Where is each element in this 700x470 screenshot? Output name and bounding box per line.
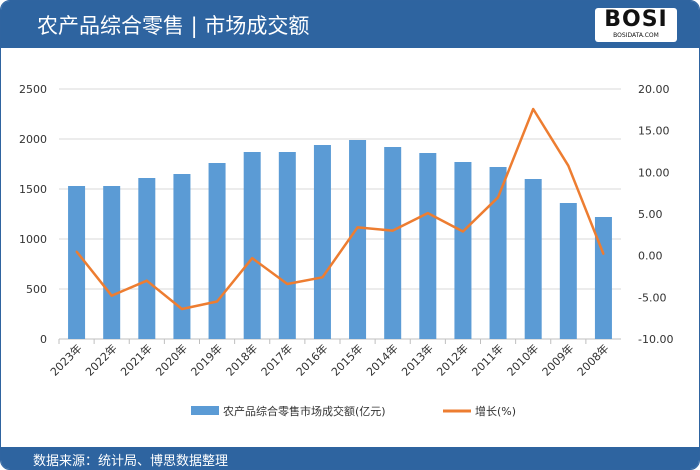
growth-point <box>426 212 429 215</box>
growth-point <box>497 196 500 199</box>
bosi-logo: BOSI BOSIDATA.COM <box>595 8 677 42</box>
chart-title: 农产品综合零售 | 市场成交额 <box>37 14 310 38</box>
bar <box>524 179 542 339</box>
y-left-tick-label: 0 <box>40 333 47 346</box>
legend-label-bar: 农产品综合零售市场成交额(亿元) <box>223 404 386 418</box>
x-tick-label: 2020年 <box>153 341 190 378</box>
x-tick-label: 2015年 <box>328 341 365 378</box>
y-left-tick-label: 1500 <box>19 183 47 196</box>
x-tick-label: 2008年 <box>574 341 611 378</box>
x-tick-label: 2016年 <box>293 341 330 378</box>
x-tick-label: 2018年 <box>223 341 260 378</box>
y-right-tick-label: -10.00 <box>638 333 673 346</box>
data-source: 数据来源：统计局、博思数据整理 <box>33 454 229 469</box>
x-tick-label: 2022年 <box>82 341 119 378</box>
growth-line <box>75 107 605 311</box>
logo-subtext: BOSIDATA.COM <box>613 32 659 39</box>
bar <box>559 203 577 339</box>
x-tick-label: 2011年 <box>469 341 506 378</box>
x-tick-label: 2021年 <box>117 341 154 378</box>
bar <box>384 147 402 339</box>
x-tick-label: 2010年 <box>504 341 541 378</box>
x-tick-label: 2023年 <box>47 341 84 378</box>
bar <box>138 178 156 339</box>
growth-point <box>602 253 605 255</box>
y-right-tick-label: 15.00 <box>638 125 670 138</box>
bar <box>349 140 367 339</box>
growth-point <box>391 229 394 232</box>
x-tick-label: 2009年 <box>539 341 576 378</box>
x-tick-label: 2014年 <box>363 341 400 378</box>
growth-point <box>567 164 570 167</box>
footer-bar: 数据来源：统计局、博思数据整理 <box>1 447 699 469</box>
growth-point <box>180 308 183 310</box>
growth-point <box>110 294 113 297</box>
bar <box>419 153 437 339</box>
y-left-tick-label: 500 <box>26 283 47 296</box>
x-tick-label: 2019年 <box>188 341 225 378</box>
growth-point <box>532 108 535 110</box>
growth-point <box>286 283 289 285</box>
header-bar: 农产品综合零售 | 市场成交额 BOSI BOSIDATA.COM <box>1 1 699 48</box>
y-right-tick-label: 5.00 <box>638 208 663 221</box>
y-left-tick-label: 2500 <box>19 83 47 96</box>
y-left-tick-label: 2000 <box>19 133 47 146</box>
bar <box>489 167 507 339</box>
bar <box>278 152 296 339</box>
growth-point <box>321 276 324 279</box>
bar <box>68 186 86 339</box>
legend-label-line: 增长(%) <box>475 404 516 418</box>
growth-point <box>356 226 359 229</box>
growth-point <box>75 250 78 253</box>
y-right-tick-label: 0.00 <box>638 250 663 263</box>
bar <box>313 145 331 339</box>
logo-text: BOSI <box>604 7 668 32</box>
bar <box>173 174 191 339</box>
x-tick-label: 2013年 <box>398 341 435 378</box>
y-right-tick-label: 10.00 <box>638 166 670 179</box>
x-tick-label: 2012年 <box>434 341 471 378</box>
legend-swatch-bar <box>191 406 219 415</box>
bar <box>103 186 121 339</box>
growth-point <box>216 300 219 303</box>
bar <box>594 217 612 339</box>
growth-point <box>461 230 464 233</box>
bar <box>243 152 261 339</box>
growth-point <box>251 257 254 260</box>
y-left-tick-label: 1000 <box>19 233 47 246</box>
growth-point <box>145 279 148 282</box>
y-right-tick-label: -5.00 <box>638 291 666 304</box>
bar <box>454 162 472 339</box>
x-tick-label: 2017年 <box>258 341 295 378</box>
bar <box>208 163 226 339</box>
y-right-tick-label: 20.00 <box>638 83 670 96</box>
